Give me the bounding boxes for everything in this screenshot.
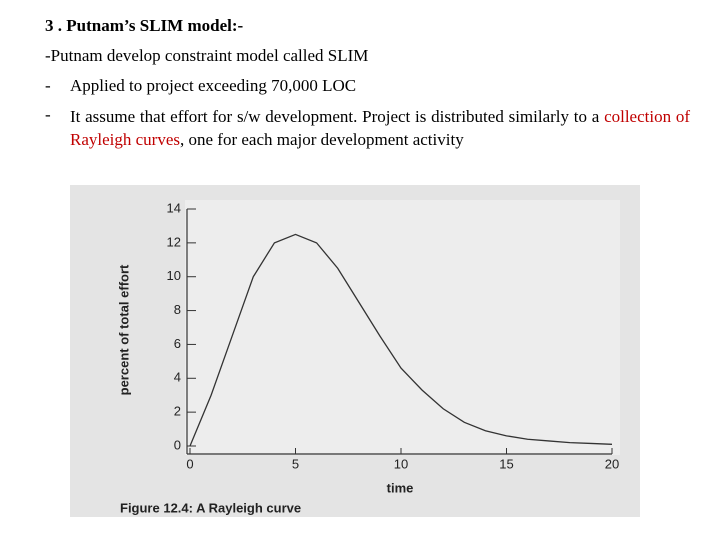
y-tick-label: 8 (174, 302, 181, 317)
heading: 3 . Putnam’s SLIM model:- (45, 16, 244, 35)
y-tick-label: 12 (167, 234, 181, 249)
y-tick-label: 4 (174, 370, 181, 385)
caption: Figure 12.4: A Rayleigh curve (120, 500, 301, 515)
x-tick-label: 10 (394, 456, 408, 471)
x-tick-label: 20 (605, 456, 619, 471)
intro: -Putnam develop constraint model called … (45, 46, 369, 65)
x-tick-label: 0 (186, 456, 193, 471)
bullet-text: It assume that effort for s/w developmen… (70, 107, 600, 126)
y-tick-label: 14 (167, 200, 181, 215)
rayleigh-curve (189, 233, 613, 447)
x-tick-label: 15 (499, 456, 513, 471)
plot-background (185, 200, 620, 455)
y-label: percent of total effort (116, 264, 131, 395)
y-tick-label: 0 (174, 437, 181, 452)
highlight: collection of Rayleigh curves (70, 107, 691, 149)
bullet: It assume that effort for s/w developmen… (70, 105, 690, 151)
bullet-text: Applied to project exceeding 70,000 LOC (70, 76, 357, 95)
bullet: Applied to project exceeding 70,000 LOC (70, 76, 356, 96)
y-tick-label: 10 (167, 268, 181, 283)
y-tick-label: 6 (174, 336, 181, 351)
bullet-text: , one for each major development activit… (180, 130, 464, 149)
bullet-marker: - (45, 105, 51, 124)
bullet-marker: - (45, 76, 51, 95)
y-tick-label: 2 (174, 404, 181, 419)
x-tick-label: 5 (292, 456, 299, 471)
x-label: time (387, 480, 414, 495)
